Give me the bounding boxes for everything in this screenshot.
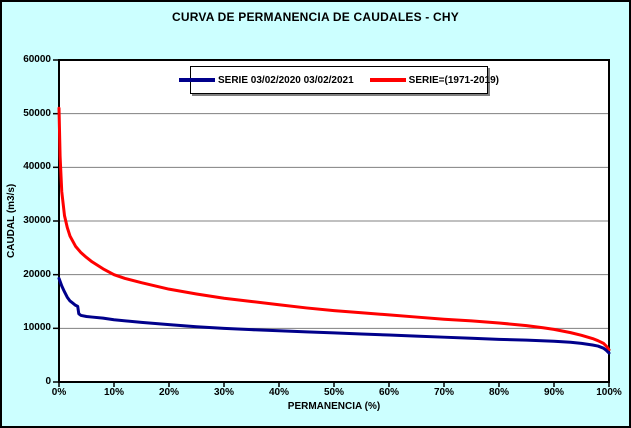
x-tick-label: 80% [488,387,509,398]
legend-line-swatch [179,78,215,82]
y-tick-label: 10000 [23,322,51,334]
y-tick-label: 50000 [23,107,51,119]
x-tick-label: 40% [268,387,289,398]
y-tick-label: 0 [45,376,51,387]
chart-title: CURVA DE PERMANENCIA DE CAUDALES - CHY [172,10,459,24]
x-tick-label: 20% [158,387,179,398]
legend-series-label: SERIE 03/02/2020 03/02/2021 [218,74,354,86]
legend-entry: SERIE=(1971-2019) [369,74,500,86]
legend-box: SERIE 03/02/2020 03/02/2021 SERIE=(1971-2… [179,66,499,94]
x-tick-label: 100% [596,387,622,398]
x-tick-label: 60% [378,387,399,398]
y-tick-label: 20000 [23,268,51,280]
legend-series-label: SERIE=(1971-2019) [408,74,500,86]
y-tick-label: 40000 [23,161,51,173]
x-tick-label: 50% [323,387,344,398]
x-tick-label: 90% [543,387,564,398]
x-tick-label: 70% [433,387,454,398]
x-axis-title: PERMANENCIA (%) [287,401,381,412]
legend-line-swatch [369,78,406,82]
x-tick-label: 30% [213,387,234,398]
x-tick-label: 0% [51,387,67,398]
x-tick-label: 10% [103,387,124,398]
y-tick-label: 30000 [23,215,51,226]
y-tick-label: 60000 [23,54,51,65]
legend-entry: SERIE 03/02/2020 03/02/2021 [179,75,354,86]
